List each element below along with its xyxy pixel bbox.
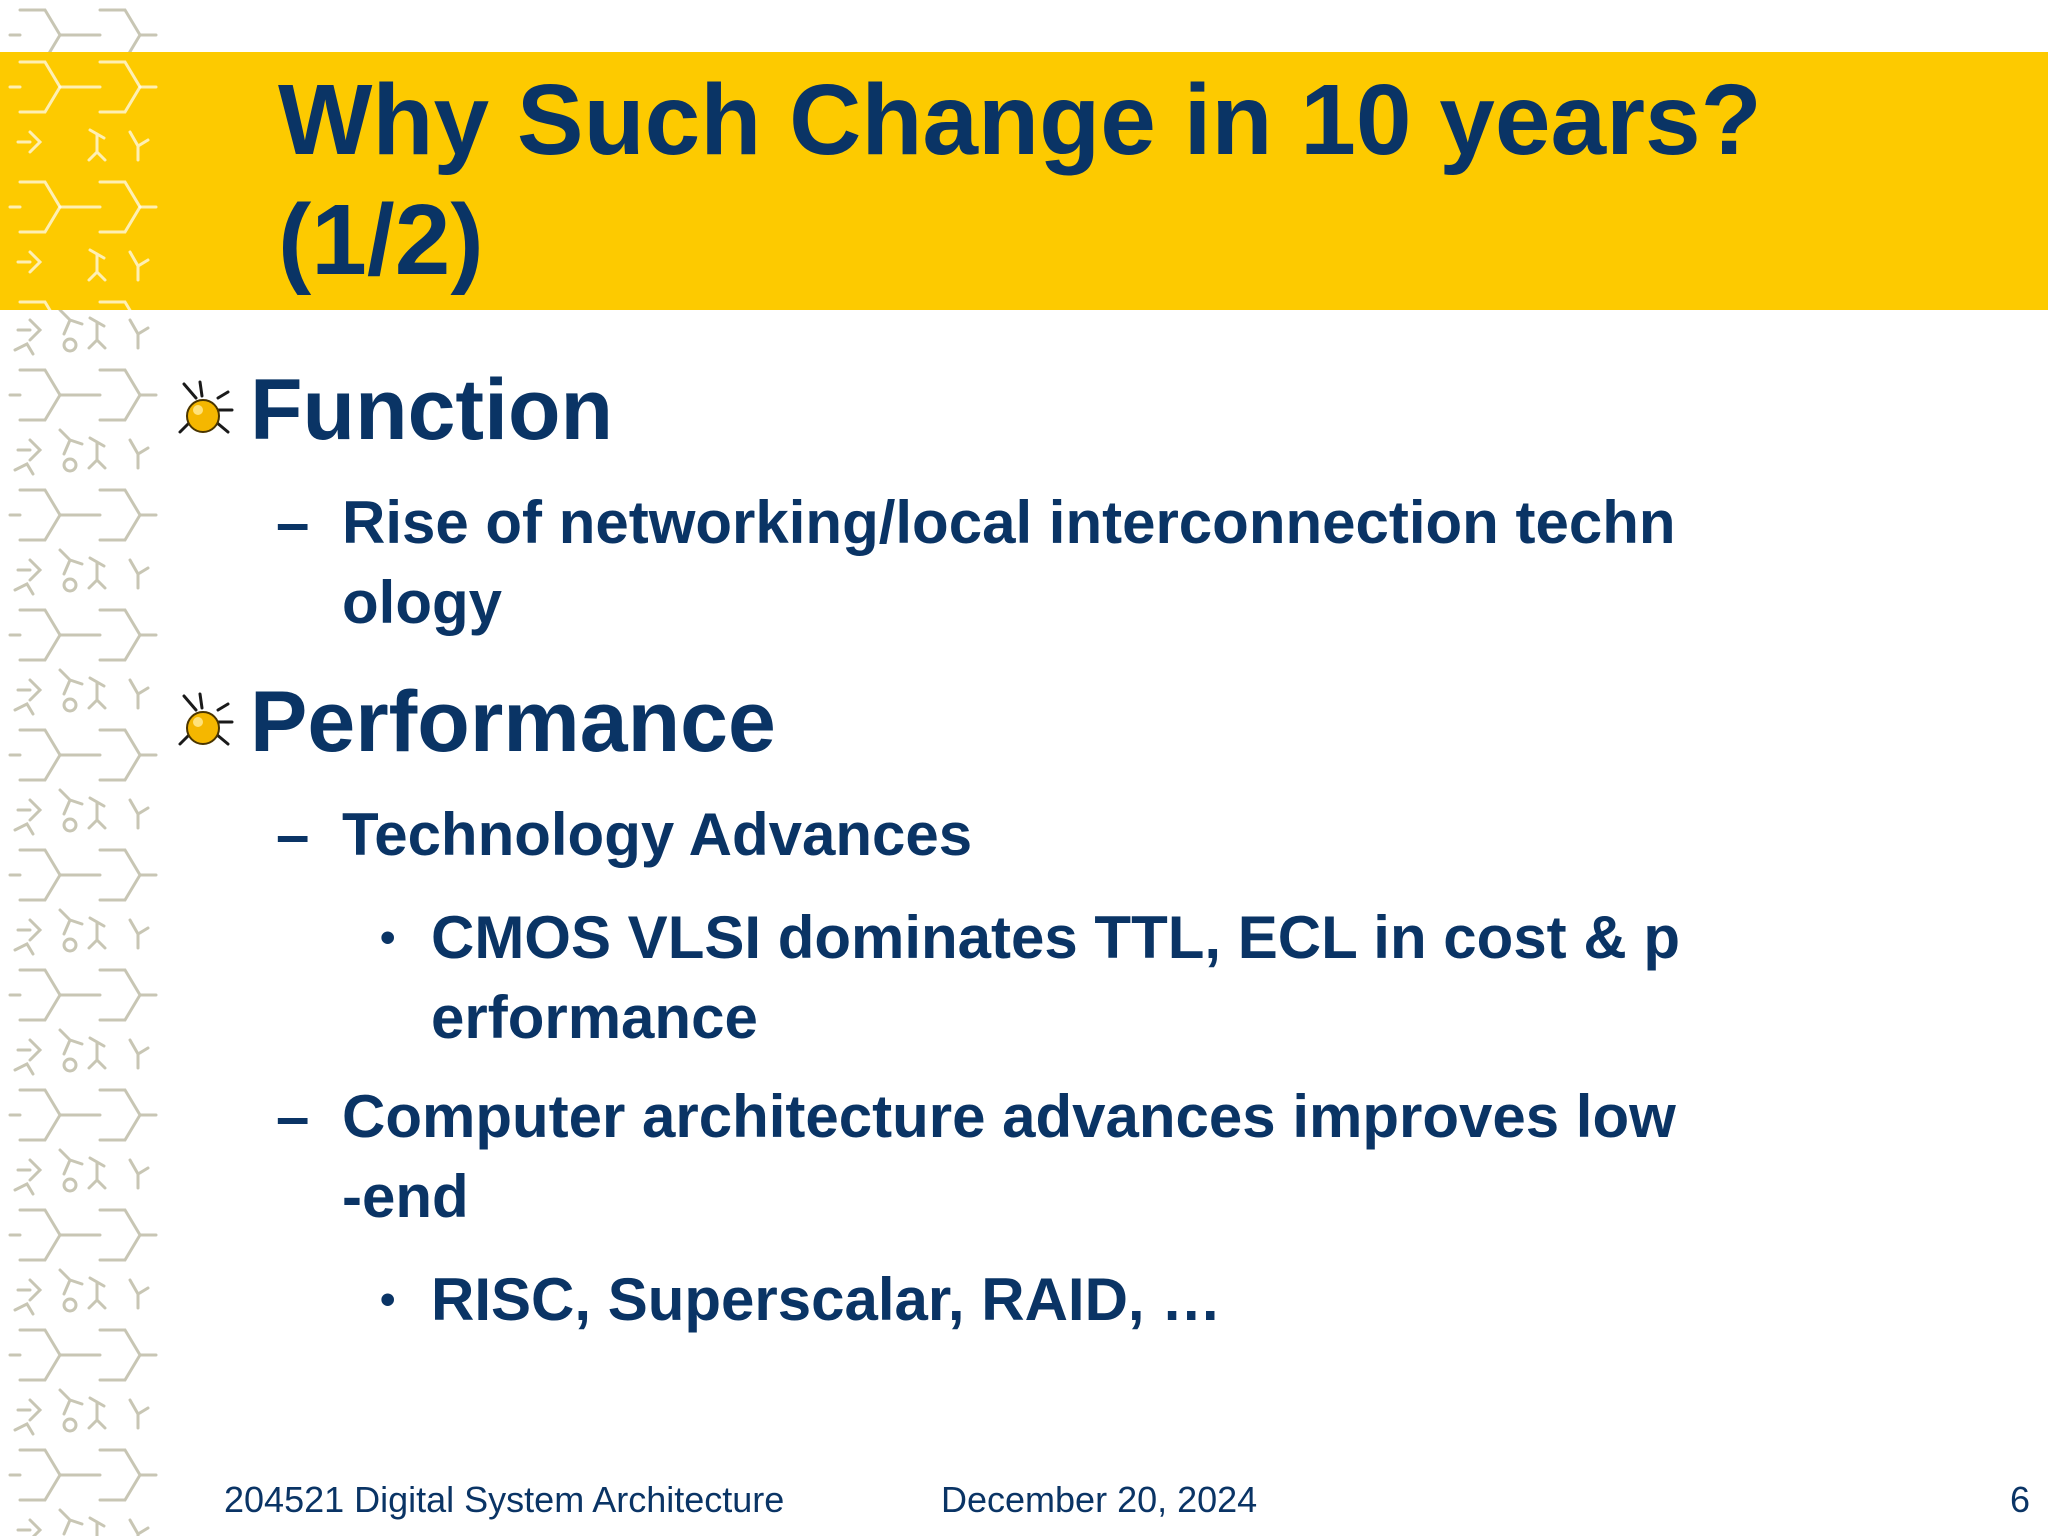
slide-title-line-2: (1/2) [278, 184, 484, 296]
list-item: Technology Advances [342, 795, 1902, 875]
sub-list-item-line-1: CMOS VLSI dominates TTL, ECL in cost & p [431, 904, 1680, 971]
list-item-line-2: ology [342, 569, 502, 636]
dot-marker: • [380, 1275, 396, 1324]
title-bar-pattern [0, 52, 160, 310]
list-item-line-1: Computer architecture advances improves … [342, 1083, 1676, 1150]
footer-page-number: 6 [2010, 1479, 2031, 1520]
list-item-line-2: -end [342, 1163, 469, 1230]
dash-marker: – [276, 489, 310, 556]
dash-marker: – [276, 801, 310, 868]
footer-course: 204521 Digital System Architecture [224, 1479, 785, 1520]
footer-date: December 20, 2024 [941, 1479, 1258, 1520]
dot-marker: • [380, 913, 396, 962]
sub-list-item-line-1: RISC, Superscalar, RAID, … [431, 1266, 1222, 1333]
title-bar [0, 52, 2048, 310]
list-item-line-1: Technology Advances [342, 801, 973, 868]
sub-list-item-line-2: erformance [431, 984, 758, 1051]
sub-list-item: CMOS VLSI dominates TTL, ECL in cost & p… [431, 898, 1911, 1058]
insect-bullet-icon [178, 692, 234, 746]
slide-title: Why Such Change in 10 years? (1/2) [278, 60, 2018, 300]
list-item: Computer architecture advances improves … [342, 1077, 1902, 1237]
slide-title-line-1: Why Such Change in 10 years? [278, 64, 1762, 176]
list-item-line-1: Rise of networking/local interconnection… [342, 489, 1676, 556]
list-item: Rise of networking/local interconnection… [342, 483, 1902, 643]
insect-bullet-icon [178, 380, 234, 434]
sub-list-item: RISC, Superscalar, RAID, … [431, 1260, 1911, 1340]
section-heading-performance: Performance [250, 674, 776, 770]
section-heading-function: Function [250, 362, 614, 458]
dash-marker: – [276, 1083, 310, 1150]
